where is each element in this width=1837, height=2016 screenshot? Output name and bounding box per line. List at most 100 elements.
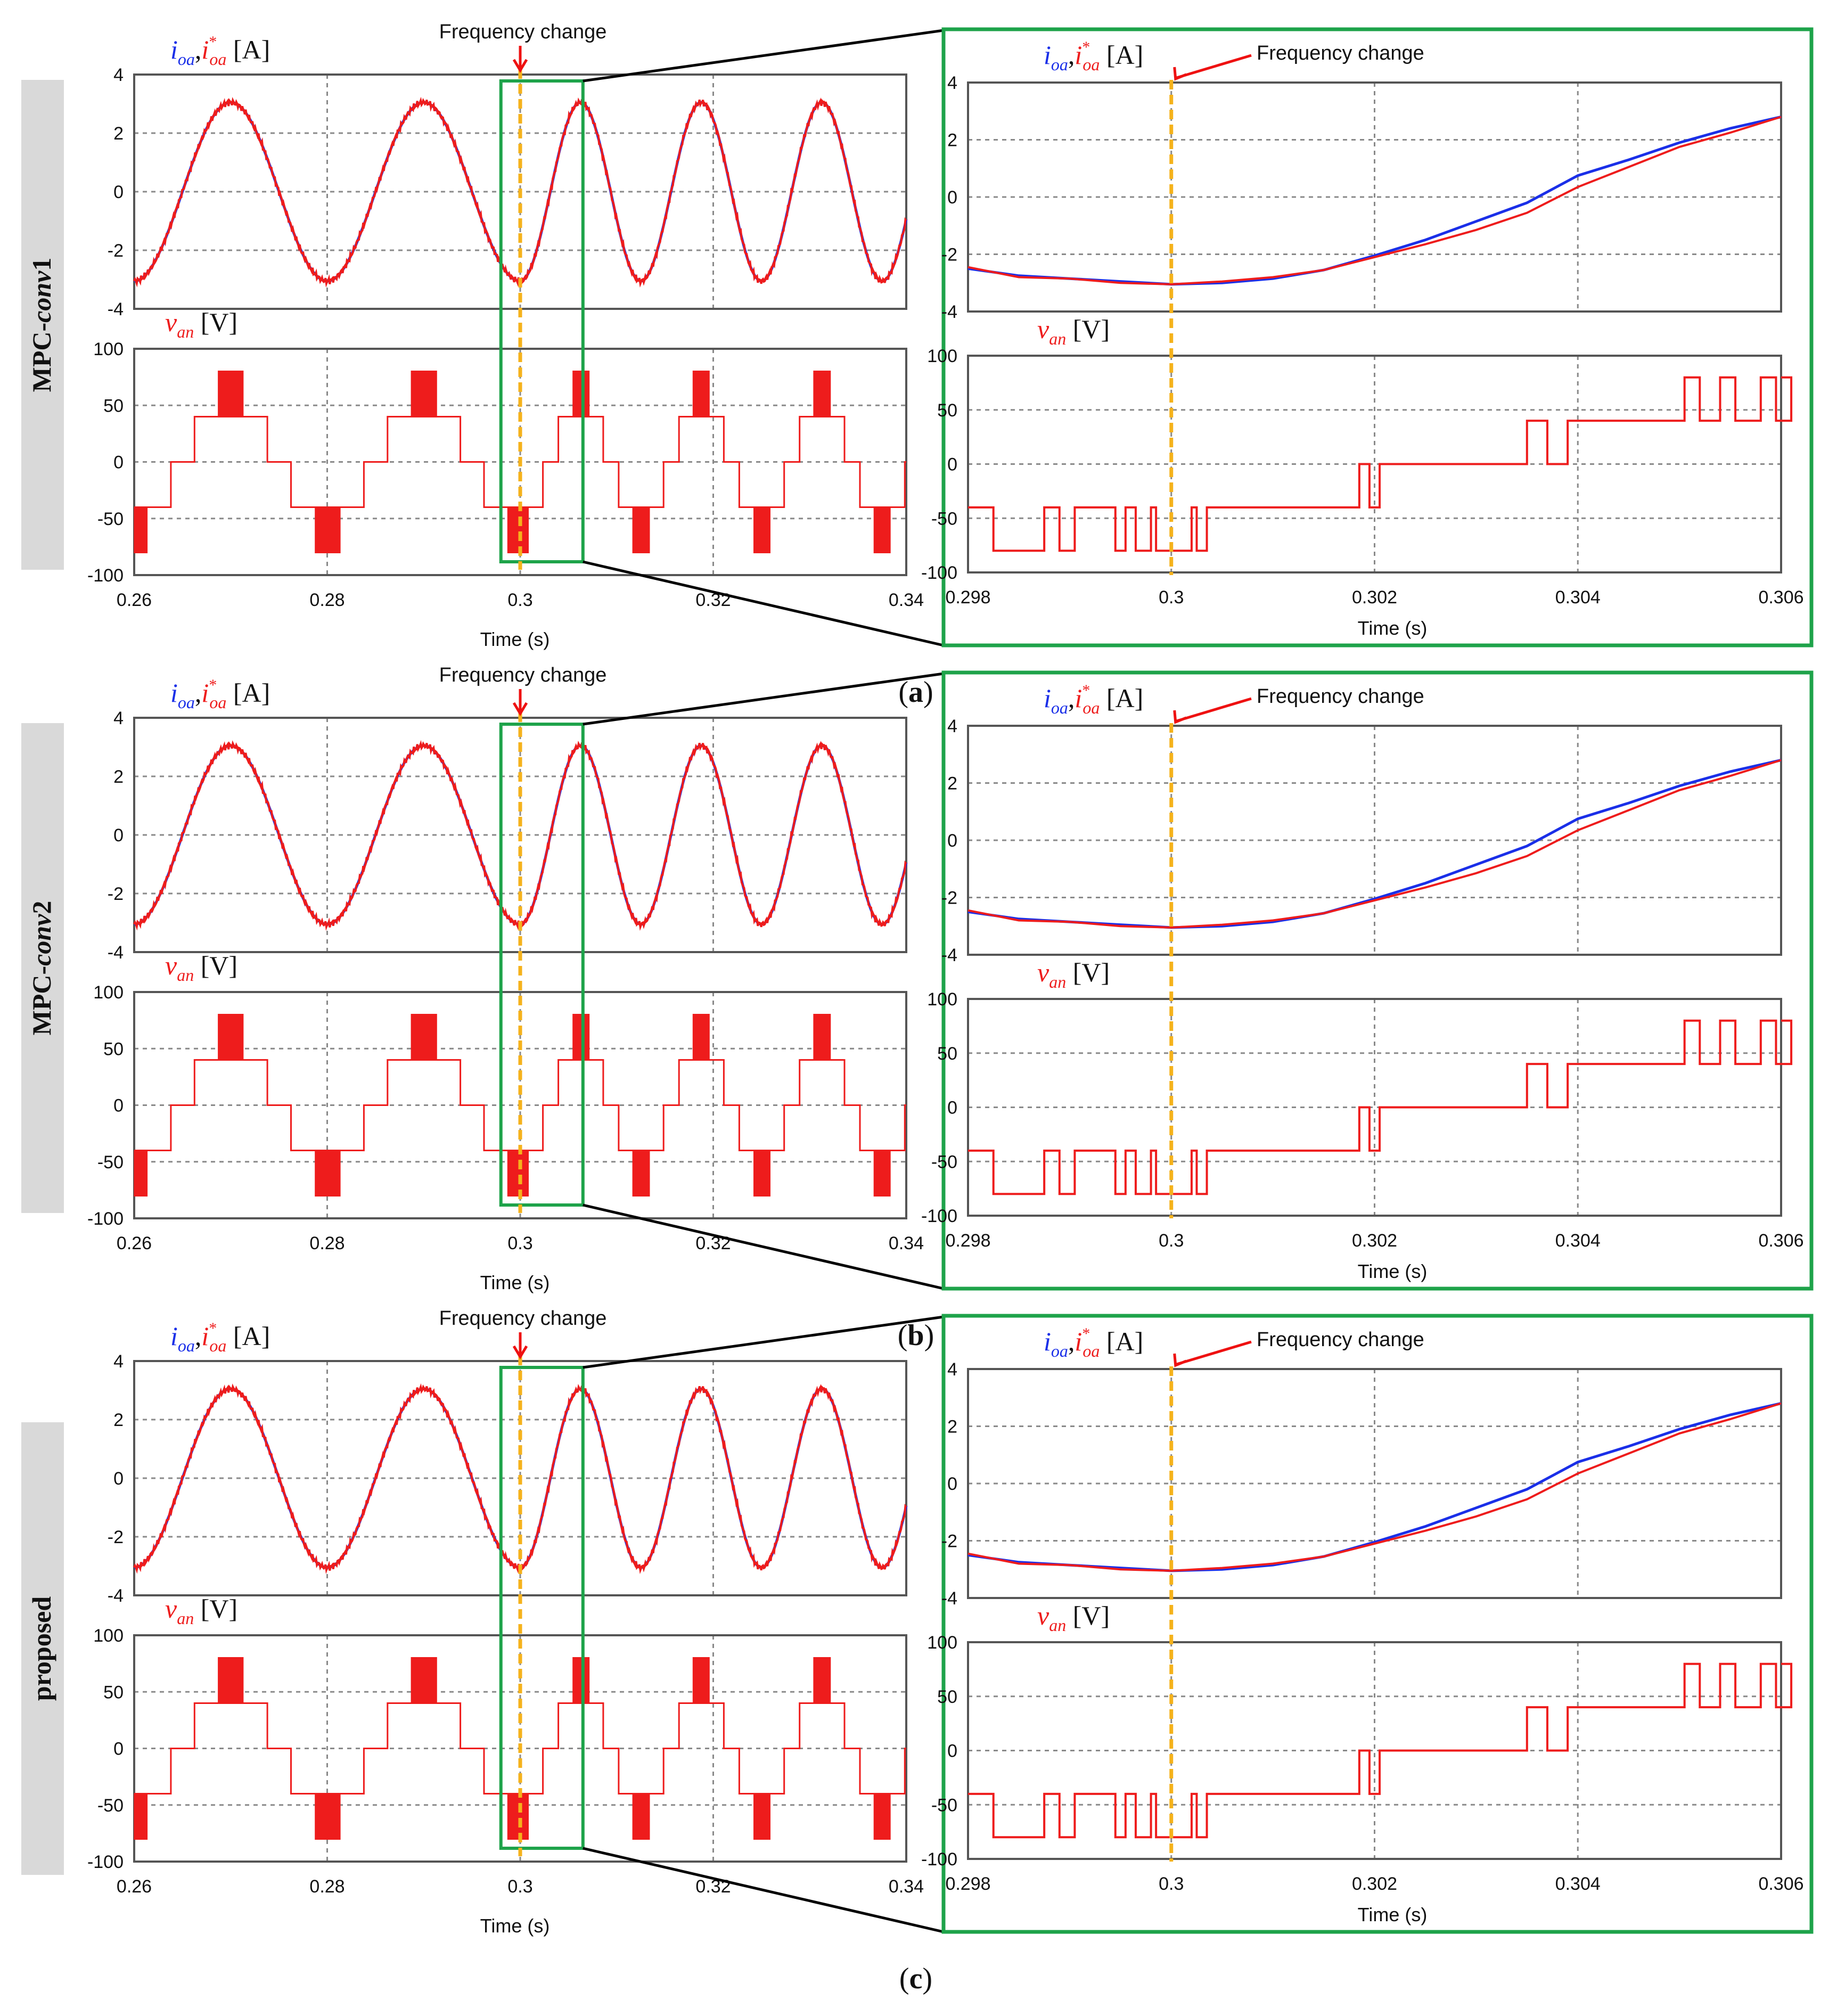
y-tick-label: 0: [113, 182, 124, 202]
zoom-panel-box: [941, 670, 1814, 1291]
y-tick-label: -2: [108, 884, 124, 904]
panel-sublabel: (c): [899, 1962, 932, 1995]
plot-frame: [967, 81, 1782, 313]
y-tick-label: -50: [931, 1795, 957, 1815]
zoom-current-reference-line: [967, 1402, 1782, 1572]
zoom-current-reference-line: [967, 116, 1782, 285]
y-tick-label: 4: [947, 1359, 957, 1380]
zoom-current-axes: 4 2 0 -2 -4: [941, 1359, 1782, 1609]
row-label-bg: [21, 723, 64, 1213]
y-tick-label: 0: [947, 455, 957, 475]
zoom-connector-top: [583, 672, 944, 726]
y-tick-label: 2: [113, 767, 124, 787]
zoom-annotation: Frequency change: [1257, 685, 1424, 708]
y-tick-label: 0: [947, 1098, 957, 1118]
row-label-bg: [21, 80, 64, 570]
overview-x-title: Time (s): [480, 628, 550, 650]
plot-frame: [967, 1368, 1782, 1599]
zoom-annotation: Frequency change: [1257, 1329, 1424, 1351]
overview-x-title: Time (s): [480, 1272, 550, 1293]
y-tick-label: -100: [87, 566, 124, 586]
x-tick-label: 0.34: [889, 1233, 924, 1253]
y-tick-label: 100: [93, 1626, 124, 1646]
row-label-text: MPC-conv2: [27, 901, 56, 1036]
zoom-x-title: Time (s): [1358, 1904, 1428, 1925]
row-label: MPC-conv1: [21, 80, 64, 570]
y-tick-label: 50: [937, 1687, 957, 1707]
y-tick-label: -4: [108, 1586, 124, 1606]
y-tick-label: -100: [921, 563, 957, 583]
y-tick-label: 50: [103, 396, 124, 416]
zoom-window-box: [499, 1366, 585, 1850]
x-tick-label: 0.3: [1159, 587, 1184, 608]
zoom-annotation-arrow: [1173, 54, 1252, 81]
panel-b: MPC-conv2 4 2 0 -2 -4 100 50 0 -50 -100 0.26 0.28 0.3…: [21, 664, 1814, 1352]
y-tick-label: 0: [113, 1739, 124, 1759]
y-tick-label: 50: [937, 1044, 957, 1064]
x-tick-label: 0.304: [1555, 1874, 1601, 1894]
zoom-connector-bottom: [583, 1203, 944, 1290]
overview-voltage-line: [134, 371, 906, 553]
x-tick-label: 0.298: [945, 1874, 990, 1894]
zoom-current-label: ioa,i* oa [A]: [1044, 682, 1143, 717]
zoom-current-axes: 4 2 0 -2 -4: [941, 73, 1782, 322]
zoom-connector-top: [583, 1315, 944, 1369]
overview-annotation-arrow: [512, 1332, 528, 1359]
y-tick-label: 0: [113, 1096, 124, 1116]
y-tick-label: -50: [931, 509, 957, 529]
y-tick-label: 0: [947, 187, 957, 208]
zoom-voltage-line: [968, 376, 1793, 552]
y-tick-label: -4: [108, 943, 124, 963]
overview-annotation: Frequency change: [439, 1307, 607, 1330]
x-tick-label: 0.3: [507, 1876, 532, 1897]
overview-voltage-label: van [V]: [165, 950, 237, 985]
row-label: MPC-conv2: [21, 723, 64, 1213]
zoom-window-box: [499, 723, 585, 1207]
y-tick-label: 4: [113, 708, 124, 728]
y-tick-label: -100: [921, 1849, 957, 1870]
y-tick-label: 2: [113, 1410, 124, 1430]
zoom-current-measured-line: [967, 759, 1782, 929]
overview-current-label: ioa,i* oa [A]: [170, 676, 270, 712]
zoom-current-measured-line: [967, 1402, 1782, 1572]
y-tick-label: -2: [108, 241, 124, 261]
y-tick-label: -4: [941, 1588, 957, 1609]
overview-annotation-arrow: [512, 689, 528, 716]
y-tick-label: -2: [108, 1527, 124, 1547]
y-tick-label: 2: [947, 774, 957, 794]
y-tick-label: -100: [921, 1206, 957, 1226]
y-tick-label: 100: [927, 346, 957, 366]
zoom-voltage-axes: 100 50 0 -50 -100 0.298 0.3 0.302 0.304 0.306: [921, 346, 1804, 608]
zoom-current-axes: 4 2 0 -2 -4: [941, 716, 1782, 965]
y-tick-label: -2: [941, 1531, 957, 1552]
overview-annotation: Frequency change: [439, 21, 607, 43]
y-tick-label: -2: [941, 245, 957, 265]
y-tick-label: -100: [87, 1852, 124, 1872]
zoom-x-title: Time (s): [1358, 617, 1428, 639]
plot-frame: [967, 1641, 1782, 1860]
overview-voltage-label: van [V]: [165, 1594, 237, 1628]
x-tick-label: 0.26: [117, 590, 152, 610]
x-tick-label: 0.304: [1555, 587, 1601, 608]
zoom-voltage-label: van [V]: [1037, 957, 1110, 991]
zoom-voltage-axes: 100 50 0 -50 -100 0.298 0.3 0.302 0.304 0.306: [921, 1633, 1804, 1894]
y-tick-label: 0: [947, 1741, 957, 1761]
y-tick-label: 4: [947, 73, 957, 93]
zoom-voltage-label: van [V]: [1037, 1601, 1110, 1635]
zoom-panel-box: [941, 1314, 1814, 1934]
x-tick-label: 0.28: [309, 590, 345, 610]
x-tick-label: 0.3: [507, 590, 532, 610]
y-tick-label: 0: [113, 825, 124, 846]
zoom-connector-bottom: [583, 1847, 944, 1933]
plot-frame: [967, 725, 1782, 956]
zoom-current-label: ioa,i* oa [A]: [1044, 38, 1143, 74]
panel-sublabel: (b): [898, 1319, 934, 1352]
y-tick-label: 2: [113, 124, 124, 144]
y-tick-label: 4: [113, 1351, 124, 1372]
y-tick-label: -50: [97, 1796, 124, 1816]
x-tick-label: 0.3: [1159, 1231, 1184, 1251]
x-tick-label: 0.26: [117, 1233, 152, 1253]
overview-annotation-arrow: [512, 46, 528, 73]
y-tick-label: 4: [947, 716, 957, 736]
